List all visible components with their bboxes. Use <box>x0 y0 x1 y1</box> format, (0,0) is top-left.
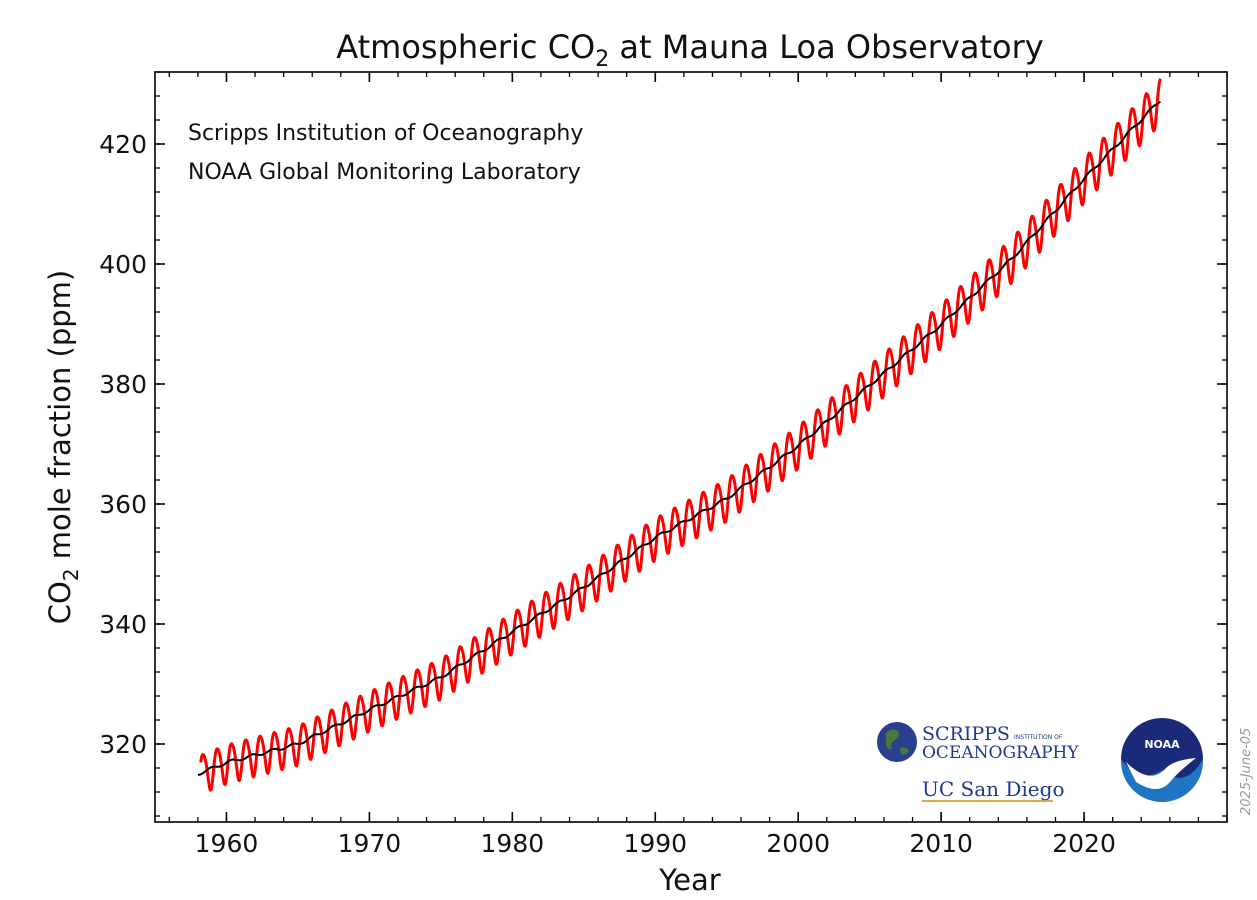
x-tick-label: 1980 <box>481 829 545 858</box>
y-tick-label: 400 <box>99 250 147 279</box>
series-monthly-line <box>199 78 1162 792</box>
scripps-wordmark: SCRIPPS <box>922 723 1010 745</box>
x-axis-title: Year <box>658 863 720 897</box>
scripps-logo: SCRIPPS INSTITUTION OF OCEANOGRAPHY UC S… <box>877 722 1079 802</box>
x-tick-label: 1970 <box>338 829 402 858</box>
scripps-globe-icon <box>877 722 917 762</box>
y-tick-label: 340 <box>99 610 147 639</box>
oceanography-wordmark: OCEANOGRAPHY <box>922 743 1079 763</box>
x-tick-labels: 1960 1970 1980 1990 2000 2010 2020 <box>195 829 1116 858</box>
chart-title-subscript: 2 <box>595 47 609 72</box>
x-tick-label: 1990 <box>623 829 687 858</box>
y-tick-label: 360 <box>99 490 147 519</box>
annotation-noaa: NOAA Global Monitoring Laboratory <box>188 160 581 185</box>
y-tick-label: 320 <box>99 730 147 759</box>
date-stamp: 2025-June-05 <box>1239 728 1254 815</box>
chart-title: Atmospheric CO2 at Mauna Loa Observatory <box>336 28 1043 72</box>
y-axis-title-subscript: 2 <box>59 568 83 581</box>
x-tick-label: 2000 <box>766 829 830 858</box>
x-tick-label: 2020 <box>1052 829 1116 858</box>
x-tick-label: 2010 <box>909 829 973 858</box>
y-tick-label: 380 <box>99 370 147 399</box>
y-axis-title: CO2 mole fraction (ppm) <box>43 270 83 624</box>
axis-ticks <box>155 71 1228 822</box>
noaa-wordmark: NOAA <box>1144 738 1180 751</box>
x-tick-label: 1960 <box>195 829 259 858</box>
y-tick-labels: 320 340 360 380 400 420 <box>99 130 147 759</box>
y-tick-label: 420 <box>99 130 147 159</box>
series-trend-line <box>197 100 1161 776</box>
scripps-globe-land <box>886 729 899 750</box>
scripps-small-text: INSTITUTION OF <box>1014 734 1063 741</box>
ucsd-wordmark: UC San Diego <box>922 777 1065 801</box>
annotation-scripps: Scripps Institution of Oceanography <box>188 121 583 146</box>
noaa-logo: NOAA <box>1121 718 1203 802</box>
noaa-gull-icon <box>1126 758 1196 789</box>
plot-frame <box>154 71 1228 823</box>
